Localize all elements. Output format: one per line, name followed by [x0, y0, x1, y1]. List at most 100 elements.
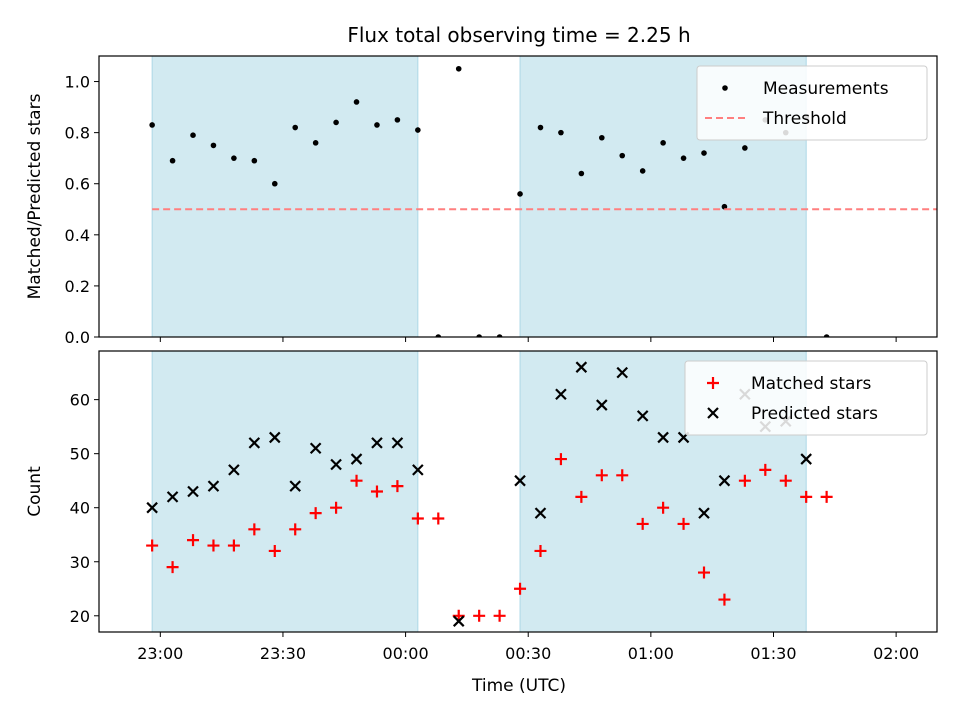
point-ratio-s1-15: [435, 334, 442, 337]
point-ratio-s1-23: [599, 134, 605, 141]
point-counts-s2-13: [391, 437, 404, 449]
point-ratio-s1-6: [251, 157, 258, 164]
legend-label-ratio-1: Measurements: [763, 79, 889, 99]
point-counts-s2-19: [575, 361, 588, 373]
y-tick-label-counts-4: 50: [70, 445, 90, 464]
point-ratio-s1-27: [680, 155, 687, 161]
y-tick-label-counts-3: 40: [70, 499, 90, 518]
x-tick-label-2: 23:30: [260, 644, 306, 663]
point-counts-s1-29: [718, 593, 731, 606]
point-counts-s1-35: [951, 491, 960, 503]
y-tick-label-ratio-4: 0.6: [65, 175, 90, 194]
legend-counts: Matched stars Predicted stars: [684, 360, 928, 436]
point-counts-s2-25: [698, 507, 710, 519]
point-counts-s2-16: [514, 474, 526, 487]
point-counts-s2-26: [718, 474, 731, 487]
point-counts-s2-14: [412, 464, 424, 476]
point-counts-s2-15: [452, 615, 465, 627]
point-ratio-s1-13: [394, 117, 401, 123]
point-ratio-s1-11: [353, 99, 360, 105]
point-counts-s2-30: [800, 453, 812, 465]
point-ratio-s1-16: [455, 65, 462, 72]
legend-swatch-ratio-1: [722, 85, 728, 91]
point-counts-s1-19: [514, 582, 527, 595]
point-counts-s1-15: [432, 512, 445, 525]
legend-ratio: Measurements Threshold: [696, 65, 928, 141]
y-tick-label-ratio-5: 0.8: [65, 124, 90, 143]
legend-label-ratio-2: Threshold: [762, 109, 847, 129]
point-counts-s1-22: [575, 490, 588, 503]
point-counts-s2-21: [616, 366, 629, 379]
point-ratio-s1-2: [169, 157, 176, 164]
y-tick-label-counts-5: 60: [70, 391, 90, 410]
point-ratio-s1-20: [537, 124, 544, 131]
point-counts-s1-33: [800, 490, 813, 503]
y-tick-label-counts-1: 20: [70, 607, 90, 626]
y-axis-label-ratio: Matched/Predicted stars: [25, 93, 45, 299]
point-ratio-s1-21: [558, 129, 564, 136]
point-ratio-s1-30: [742, 145, 748, 151]
point-ratio-s1-18: [496, 334, 503, 337]
point-counts-s1-27: [677, 517, 690, 530]
point-ratio-s1-14: [415, 127, 421, 133]
point-ratio-s1-34: [823, 334, 830, 337]
y-axis-label-counts: Count: [25, 466, 45, 517]
x-tick-label-7: 02:00: [873, 644, 919, 663]
point-ratio-s1-26: [660, 140, 666, 146]
x-tick-label-6: 01:30: [750, 644, 796, 663]
chart-title: Flux total observing time = 2.25 h: [347, 23, 690, 47]
point-counts-s2-3: [187, 485, 199, 498]
point-ratio-s1-4: [210, 142, 217, 149]
series-layer-counts: [146, 361, 960, 627]
y-tick-label-ratio-6: 1.0: [65, 73, 90, 92]
legend-label-counts-1: Matched stars: [751, 374, 871, 394]
point-counts-s2-23: [657, 431, 669, 444]
point-counts-s1-18: [493, 609, 506, 622]
point-counts-s1-10: [330, 501, 343, 514]
point-counts-s2-1: [146, 501, 158, 514]
point-counts-s1-28: [697, 566, 710, 579]
point-ratio-s1-3: [190, 132, 196, 138]
point-counts-s1-17: [473, 609, 486, 622]
point-ratio-s1-9: [312, 140, 319, 146]
point-ratio-s1-12: [374, 122, 380, 128]
x-tick-label-1: 23:00: [137, 644, 183, 663]
point-counts-s2-4: [207, 480, 220, 492]
point-counts-s1-11: [350, 474, 363, 487]
y-tick-label-counts-2: 30: [70, 553, 90, 572]
point-counts-s1-6: [248, 523, 261, 536]
legend-box-counts: [684, 360, 928, 436]
axes-frame-ratio: [98, 55, 938, 338]
point-counts-s1-23: [595, 469, 608, 482]
point-ratio-s1-1: [149, 122, 155, 128]
series-layer-ratio: [149, 65, 960, 340]
point-counts-s2-12: [371, 437, 383, 449]
point-counts-s2-7: [268, 431, 281, 444]
point-ratio-s1-22: [578, 170, 585, 177]
point-ratio-s1-24: [619, 152, 626, 159]
point-counts-s1-13: [391, 480, 404, 493]
point-counts-s2-5: [228, 464, 240, 476]
point-ratio-s1-35: [955, 334, 960, 340]
point-counts-s1-9: [309, 507, 322, 520]
point-counts-s2-8: [289, 480, 301, 492]
point-counts-s1-32: [779, 474, 792, 487]
point-counts-s1-8: [289, 523, 302, 536]
point-counts-s2-6: [248, 437, 261, 449]
point-counts-s1-31: [759, 463, 772, 476]
point-counts-s1-12: [370, 485, 383, 498]
point-counts-s1-4: [207, 539, 220, 552]
point-counts-s1-34: [820, 490, 833, 503]
point-counts-s1-14: [411, 512, 424, 525]
point-ratio-s1-28: [701, 150, 707, 156]
point-counts-s2-9: [309, 442, 322, 455]
x-tick-label-3: 00:00: [383, 644, 429, 663]
point-counts-s2-18: [555, 388, 567, 401]
point-counts-s2-22: [636, 410, 649, 422]
point-counts-s1-21: [554, 453, 567, 466]
legend-swatch-counts-1: [707, 377, 719, 389]
axes-frame-counts: [98, 350, 938, 633]
y-tick-label-ratio-3: 0.4: [65, 226, 90, 245]
panel-counts: 20 30 40 50 60 23:00 23:30 00:00 00:30 01:00 01:30…: [25, 350, 960, 663]
